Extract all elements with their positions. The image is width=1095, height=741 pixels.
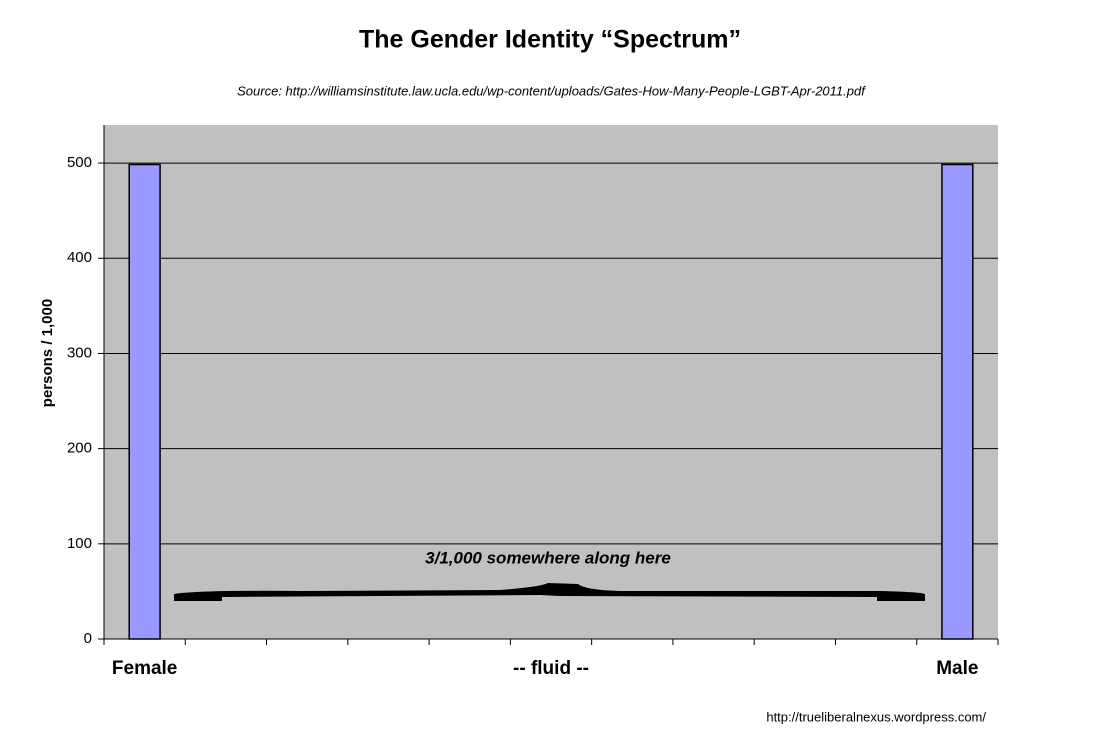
y-tick-label: 100 — [67, 535, 92, 552]
y-tick-label: 200 — [67, 440, 92, 457]
x-tick-label: Male — [936, 658, 978, 679]
y-axis-label: persons / 1,000 — [39, 299, 56, 407]
footer: http://trueliberalnexus.wordpress.com/ — [766, 709, 986, 724]
annotation: 3/1,000 somewhere along here — [425, 548, 671, 567]
chart-title: The Gender Identity “Spectrum” — [359, 26, 741, 54]
x-tick-label: Female — [112, 658, 177, 679]
brace — [174, 583, 925, 601]
plot-area — [104, 125, 998, 639]
y-tick-label: 300 — [67, 344, 92, 361]
y-tick-label: 400 — [67, 249, 92, 266]
bar — [128, 163, 161, 640]
bar — [941, 163, 974, 640]
x-tick-label: -- fluid -- — [513, 658, 589, 679]
y-tick-label: 0 — [84, 630, 92, 647]
chart-subtitle: Source: http://williamsinstitute.law.ucl… — [237, 83, 866, 98]
y-tick-label: 500 — [67, 154, 92, 171]
